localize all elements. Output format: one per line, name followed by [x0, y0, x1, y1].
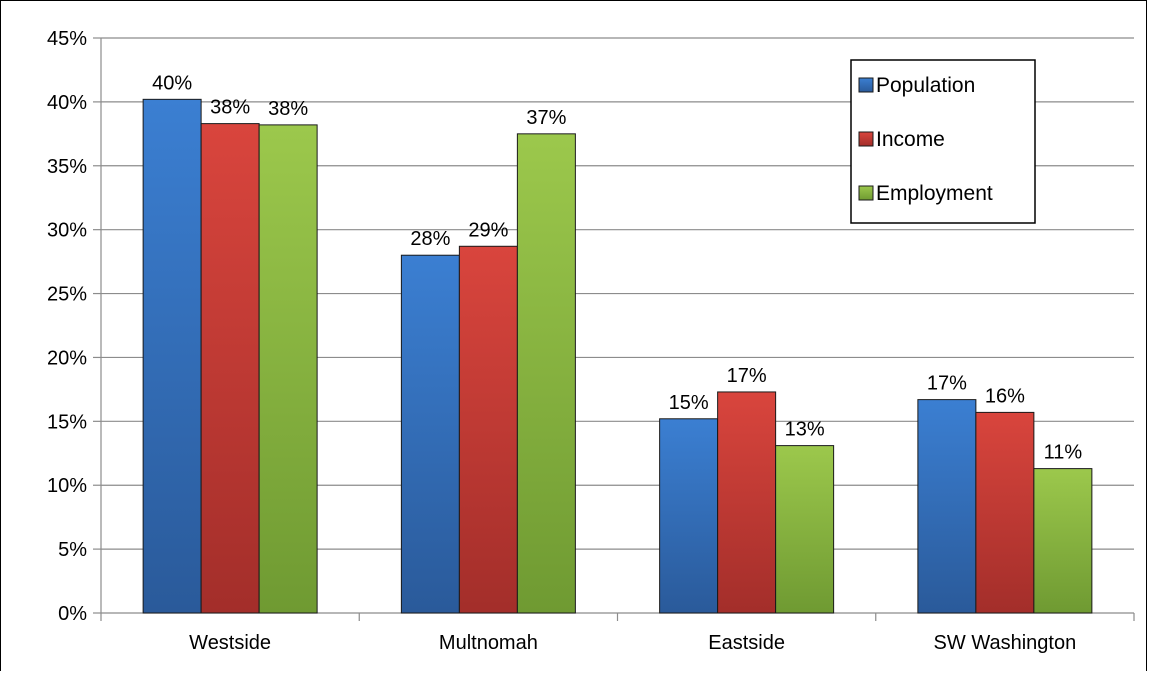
data-label: 38%	[210, 97, 250, 119]
y-tick-label: 35%	[47, 156, 87, 178]
bar-employment-eastside	[775, 445, 835, 614]
y-tick-label: 45%	[47, 28, 87, 50]
data-label: 17%	[927, 373, 967, 395]
y-tick-label: 20%	[47, 347, 87, 369]
bar-population-westside	[142, 98, 202, 614]
y-tick-label: 10%	[47, 475, 87, 497]
data-label: 17%	[727, 365, 767, 387]
data-label: 40%	[152, 72, 192, 94]
y-tick-label: 5%	[58, 539, 87, 561]
bar-income-multnomah	[458, 245, 518, 614]
bar-population-sw-washington	[917, 399, 977, 614]
x-tick-label: SW Washington	[934, 632, 1077, 654]
data-label: 38%	[268, 98, 308, 120]
data-label: 37%	[526, 107, 566, 129]
y-tick-label: 15%	[47, 411, 87, 433]
axes: 0% 5% 10% 15% 20% 25% 30% 35% 40% 45% Westside Mult…	[47, 28, 1135, 654]
x-tick-label: Westside	[189, 632, 271, 654]
data-label: 29%	[468, 219, 508, 241]
bar-income-eastside	[717, 391, 777, 614]
legend-swatch	[858, 77, 874, 93]
bar-population-multnomah	[400, 254, 460, 614]
bar-income-sw-washington	[975, 411, 1035, 614]
legend-swatch	[858, 185, 874, 201]
legend-label: Income	[876, 128, 945, 151]
data-label: 11%	[1044, 442, 1083, 464]
bar-employment-westside	[258, 124, 318, 614]
bar-population-eastside	[659, 418, 719, 614]
legend-swatch	[858, 131, 874, 147]
data-label: 15%	[669, 392, 709, 414]
bar-employment-sw-washington	[1033, 468, 1093, 614]
y-tick-label: 25%	[47, 284, 87, 306]
legend: Population Income Employment	[850, 59, 1036, 224]
data-labels: 40% 38% 38% 28% 29% 37% 15% 17% 13% 17% 16% 11%	[152, 72, 1082, 463]
data-label: 13%	[785, 419, 825, 441]
data-label: 28%	[410, 228, 450, 250]
y-tick-label: 0%	[58, 603, 87, 625]
bar-income-westside	[200, 123, 260, 614]
legend-label: Population	[876, 74, 975, 97]
y-tick-label: 40%	[47, 92, 87, 114]
x-tick-label: Multnomah	[439, 632, 538, 654]
legend-label: Employment	[876, 182, 993, 205]
bars	[142, 98, 1093, 614]
data-label: 16%	[985, 385, 1025, 407]
legend-box	[850, 59, 1036, 224]
bar-employment-multnomah	[516, 133, 576, 614]
x-tick-label: Eastside	[708, 632, 785, 654]
y-tick-label: 30%	[47, 220, 87, 242]
